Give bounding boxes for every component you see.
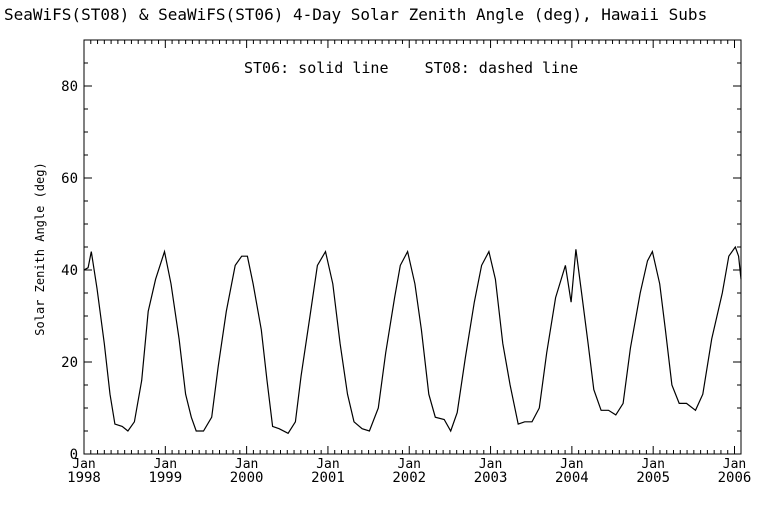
- chart-title: SeaWiFS(ST08) & SeaWiFS(ST06) 4-Day Sola…: [4, 5, 707, 24]
- x-tick-year: 2005: [636, 470, 670, 486]
- x-tick-year: 2000: [230, 470, 264, 486]
- plot-frame: [83, 39, 742, 455]
- x-tick-year: 1999: [148, 470, 182, 486]
- y-tick-label: 40: [61, 263, 78, 279]
- series-line-st06: [83, 245, 742, 435]
- x-tick-year: 2006: [718, 470, 752, 486]
- series-annotation: ST06: solid line ST08: dashed line: [244, 59, 578, 77]
- y-tick-label: 60: [61, 171, 78, 187]
- x-tick-month: Jan: [479, 457, 502, 472]
- x-tick-month: Jan: [235, 457, 258, 472]
- x-tick-month: Jan: [641, 457, 664, 472]
- x-tick-year: 2004: [555, 470, 589, 486]
- x-tick-year: 2002: [392, 470, 426, 486]
- y-tick-label: 0: [70, 447, 78, 463]
- x-tick-month: Jan: [560, 457, 583, 472]
- y-tick-label: 20: [61, 355, 78, 371]
- x-tick-year: 2003: [474, 470, 508, 486]
- x-tick-month: Jan: [398, 457, 421, 472]
- x-tick-month: Jan: [723, 457, 746, 472]
- x-tick-month: Jan: [154, 457, 177, 472]
- x-tick-year: 1998: [67, 470, 101, 486]
- x-tick-year: 2001: [311, 470, 345, 486]
- y-tick-label: 80: [61, 79, 78, 95]
- x-tick-month: Jan: [316, 457, 339, 472]
- y-axis-label: Solar Zenith Angle (deg): [33, 162, 47, 335]
- x-tick-month: Jan: [72, 457, 95, 472]
